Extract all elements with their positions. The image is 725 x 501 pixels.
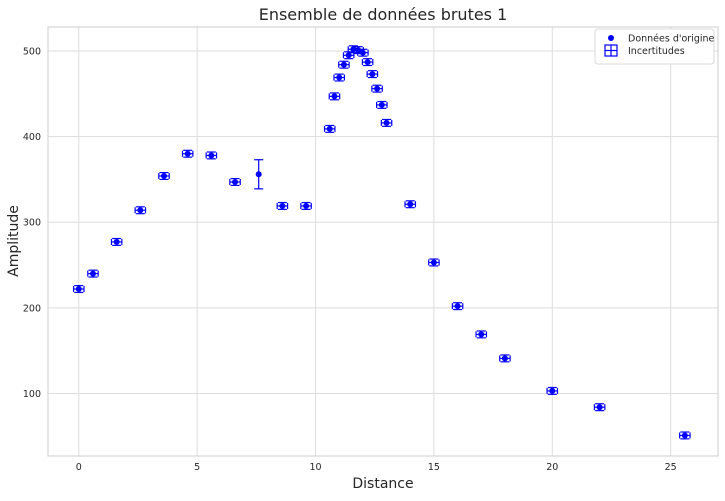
data-point bbox=[232, 178, 239, 185]
x-tick-labels: 0 5 10 15 20 25 bbox=[76, 462, 677, 473]
data-point bbox=[596, 404, 603, 411]
y-tick-label: 500 bbox=[23, 46, 41, 57]
data-point bbox=[369, 71, 376, 78]
grid-lines bbox=[48, 27, 718, 456]
data-point bbox=[383, 119, 390, 126]
data-point bbox=[326, 125, 333, 132]
data-point bbox=[364, 59, 371, 66]
data-point bbox=[303, 202, 310, 209]
data-point bbox=[75, 286, 82, 293]
x-tick-label: 0 bbox=[76, 462, 82, 473]
legend-box bbox=[594, 28, 715, 65]
data-point bbox=[355, 47, 362, 54]
x-tick-label: 25 bbox=[665, 462, 677, 473]
plot-area bbox=[48, 27, 718, 456]
error-bar bbox=[158, 171, 170, 181]
data-point bbox=[454, 303, 461, 310]
x-axis-title: Distance bbox=[352, 476, 413, 492]
data-point bbox=[340, 61, 347, 68]
data-point bbox=[378, 101, 385, 108]
legend-label-uncertainties: Incertitudes bbox=[628, 46, 685, 57]
x-tick-label: 20 bbox=[546, 462, 558, 473]
data-point bbox=[345, 52, 352, 59]
legend-label-original: Données d'origine bbox=[628, 34, 715, 45]
x-tick-label: 5 bbox=[194, 462, 200, 473]
x-tick-label: 10 bbox=[309, 462, 321, 473]
data-point bbox=[549, 387, 556, 394]
data-point bbox=[501, 355, 508, 362]
data-point bbox=[113, 238, 120, 245]
data-point bbox=[161, 172, 168, 179]
data-point bbox=[681, 432, 688, 439]
x-tick-label: 15 bbox=[428, 462, 440, 473]
data-point bbox=[350, 46, 357, 53]
data-point bbox=[89, 270, 96, 277]
y-axis-title: Amplitude bbox=[6, 205, 22, 277]
legend-dot-marker bbox=[608, 35, 614, 41]
chart-title: Ensemble de données brutes 1 bbox=[259, 5, 508, 24]
legend-errorbar-marker bbox=[604, 44, 618, 57]
y-tick-label: 100 bbox=[23, 389, 41, 400]
y-tick-label: 200 bbox=[23, 303, 41, 314]
data-point bbox=[279, 202, 286, 209]
legend: Données d'origine Incertitudes bbox=[594, 28, 715, 65]
plot-frame bbox=[47, 26, 719, 457]
data-point bbox=[374, 85, 381, 92]
data-point bbox=[359, 49, 366, 56]
y-tick-label: 300 bbox=[23, 218, 41, 229]
y-tick-labels: 100 200 300 400 500 bbox=[23, 46, 41, 400]
data-point bbox=[255, 171, 262, 178]
data-point bbox=[478, 331, 485, 338]
data-point bbox=[407, 201, 414, 208]
y-tick-label: 400 bbox=[23, 132, 41, 143]
data-point bbox=[208, 152, 215, 159]
data-points bbox=[75, 46, 688, 439]
data-point bbox=[184, 150, 191, 157]
data-point bbox=[430, 259, 437, 266]
data-point bbox=[137, 207, 144, 214]
data-point bbox=[336, 74, 343, 81]
data-point bbox=[331, 93, 338, 100]
